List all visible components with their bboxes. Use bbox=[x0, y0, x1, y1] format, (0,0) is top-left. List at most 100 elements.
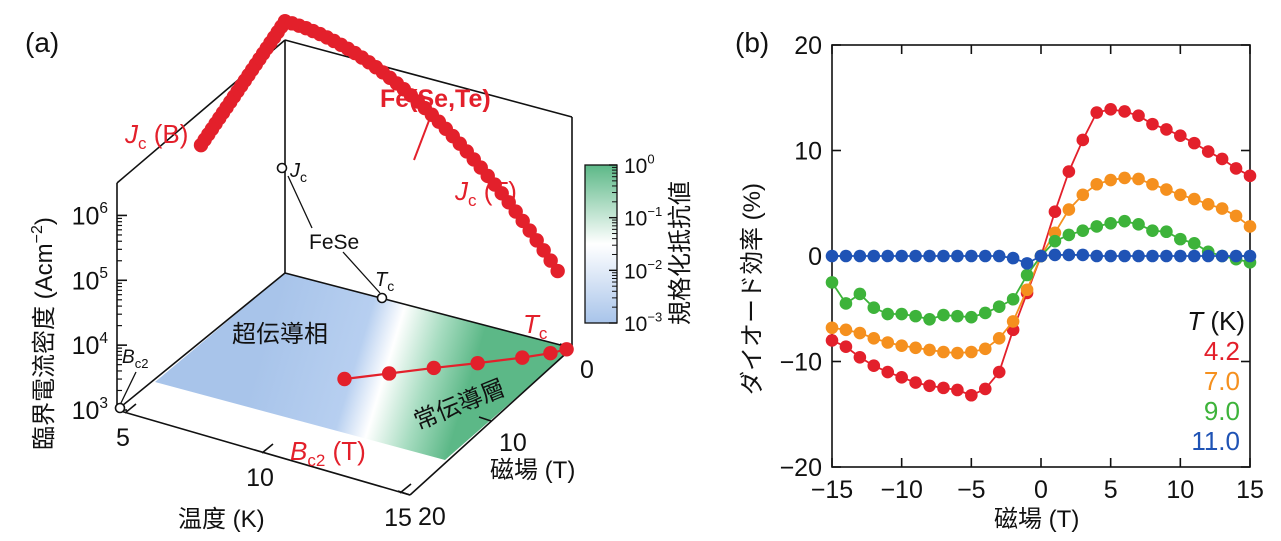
fese-label: FeSe bbox=[309, 231, 359, 254]
series-point-11.0 bbox=[909, 249, 922, 263]
field-axis-label: 磁場 (T) bbox=[490, 457, 575, 484]
series-point-7.0 bbox=[1132, 172, 1145, 186]
series-point-4.2 bbox=[965, 388, 978, 402]
panel-a-series bbox=[193, 14, 574, 387]
plot-b-axes: −15 −10 −5 0 5 10 15 −20 −10 0 10 20 bbox=[780, 32, 1264, 504]
series-point-11.0 bbox=[1090, 249, 1104, 263]
colorbar-tick-label-base: 10 bbox=[624, 260, 647, 283]
fese-tc-sub: c bbox=[387, 278, 394, 294]
legend-entry-7.0: 7.0 bbox=[1204, 366, 1240, 396]
temperature-tick-label: 5 bbox=[116, 424, 130, 452]
series-point-4.2 bbox=[1160, 123, 1173, 136]
fese-tc-label: Tc bbox=[375, 269, 394, 294]
field-axis-ticks: 0 10 20 bbox=[397, 343, 594, 531]
series-point-4.2 bbox=[1104, 103, 1117, 116]
series-point-4.2 bbox=[909, 376, 922, 389]
series-point-7.0 bbox=[839, 323, 853, 337]
series-point-4.2 bbox=[1076, 133, 1090, 147]
plot-b-ytick-label: 10 bbox=[794, 138, 822, 166]
series-point-4.2 bbox=[1215, 152, 1229, 166]
z-axis-label: 臨界電流密度 (Acm−2) bbox=[29, 217, 58, 450]
series-point-9.0 bbox=[1090, 220, 1104, 233]
material-annotations: Fe(Se,Te) Jc (B) Jc (T) Tc Bc2 (T) bbox=[124, 85, 548, 470]
series-line-9.0 bbox=[831, 220, 1251, 321]
plot-b-xtick-label: −5 bbox=[957, 476, 986, 504]
series-point-11.0 bbox=[978, 249, 992, 263]
series-point-4.2 bbox=[867, 359, 881, 373]
series-point-11.0 bbox=[1174, 249, 1187, 263]
jc-t-sub: c bbox=[468, 191, 477, 210]
plot-b-ytick-label: −10 bbox=[780, 349, 822, 377]
series-point-11.0 bbox=[839, 249, 853, 263]
bc2-t-main: B bbox=[290, 436, 307, 466]
series-point-9.0 bbox=[923, 313, 936, 326]
jc-b-main: J bbox=[124, 119, 139, 149]
series-point-11.0 bbox=[895, 249, 908, 263]
legend-title-main: T bbox=[1187, 306, 1205, 336]
series-point-4.2 bbox=[1243, 169, 1257, 183]
series-point-7.0 bbox=[1076, 188, 1090, 202]
series-point-7.0 bbox=[1104, 173, 1117, 187]
series-point-9.0 bbox=[825, 276, 839, 289]
tc-label: Tc bbox=[523, 309, 548, 343]
field-tick-label: 0 bbox=[580, 356, 594, 384]
colorbar-tick-label-exp: −2 bbox=[647, 257, 662, 272]
bc2-t-label: Bc2 (T) bbox=[290, 436, 366, 470]
z-tick-label: 103 bbox=[72, 395, 108, 425]
series-point-11.0 bbox=[1201, 249, 1215, 263]
series-point-7.0 bbox=[1090, 177, 1104, 191]
z-tick-label-exp: 4 bbox=[99, 330, 108, 347]
z-tick-label-base: 10 bbox=[72, 397, 100, 425]
series-point-7.0 bbox=[853, 326, 867, 340]
fese-jc-sub: c bbox=[300, 169, 307, 185]
series-point-7.0 bbox=[1006, 315, 1020, 328]
bc2-point bbox=[515, 350, 530, 365]
series-point-4.2 bbox=[1118, 105, 1131, 118]
plot-b-ytick-label: 20 bbox=[794, 32, 822, 60]
series-point-4.2 bbox=[1146, 117, 1159, 131]
series-point-7.0 bbox=[1118, 171, 1131, 185]
series-point-11.0 bbox=[1020, 257, 1034, 270]
fese-jc-marker bbox=[276, 162, 288, 174]
plot-b-xtick-label: 0 bbox=[1034, 476, 1048, 504]
series-point-4.2 bbox=[1174, 129, 1187, 143]
series-point-4.2 bbox=[1132, 109, 1145, 122]
series-point-4.2 bbox=[1229, 162, 1243, 175]
colorbar-tick-label-base: 10 bbox=[624, 313, 647, 336]
series-point-4.2 bbox=[1201, 145, 1215, 158]
series-point-7.0 bbox=[1201, 198, 1215, 211]
tc-main: T bbox=[523, 309, 541, 339]
series-point-7.0 bbox=[1187, 192, 1201, 206]
series-point-9.0 bbox=[1146, 224, 1159, 237]
series-point-11.0 bbox=[1146, 249, 1159, 263]
bc2-point bbox=[470, 355, 485, 371]
series-point-4.2 bbox=[951, 383, 964, 397]
temperature-tick bbox=[261, 443, 274, 454]
panel-b-label: (b) bbox=[735, 27, 769, 58]
fese-jc-main: J bbox=[289, 160, 301, 182]
series-point-11.0 bbox=[1006, 251, 1020, 265]
plot-b-xtick-label: 5 bbox=[1104, 476, 1118, 504]
fese-jc-label: Jc bbox=[289, 160, 307, 185]
series-point-9.0 bbox=[1118, 214, 1131, 228]
z-tick-label: 104 bbox=[72, 330, 109, 360]
z-tick-label-base: 10 bbox=[72, 202, 100, 230]
series-point-7.0 bbox=[965, 345, 978, 359]
bc2-point bbox=[381, 366, 397, 381]
panel-a-label: (a) bbox=[25, 27, 59, 58]
z-tick-label-base: 10 bbox=[72, 332, 100, 360]
series-point-9.0 bbox=[992, 300, 1006, 313]
series-point-7.0 bbox=[895, 339, 908, 352]
series-point-9.0 bbox=[965, 310, 978, 324]
phase-floor bbox=[155, 273, 573, 460]
series-point-9.0 bbox=[978, 306, 992, 320]
superconducting-region-label: 超伝導相 bbox=[232, 321, 328, 348]
jc-b-point bbox=[193, 137, 209, 153]
tc-sub: c bbox=[539, 324, 548, 343]
series-point-7.0 bbox=[1160, 183, 1173, 196]
series-point-4.2 bbox=[937, 381, 950, 395]
series-point-9.0 bbox=[1187, 237, 1201, 250]
z-tick-label-exp: 5 bbox=[99, 265, 108, 282]
legend-entry-11.0: 11.0 bbox=[1191, 426, 1240, 456]
